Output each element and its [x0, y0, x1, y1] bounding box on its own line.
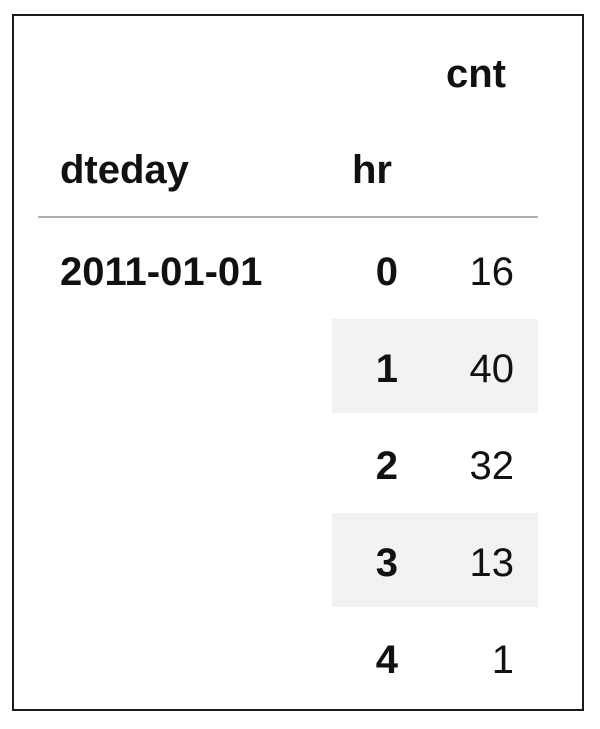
cnt-cell: 16 — [469, 250, 515, 294]
cnt-cell: 32 — [469, 444, 515, 488]
row-shade-1 — [332, 319, 538, 413]
index-name-dteday: dteday — [60, 148, 189, 192]
cnt-cell: 40 — [469, 347, 515, 391]
index-hr-cell: 0 — [375, 250, 398, 294]
cnt-cell: 1 — [491, 638, 514, 682]
index-name-hr: hr — [352, 148, 392, 192]
cnt-cell: 13 — [469, 541, 515, 585]
index-dteday-value: 2011-01-01 — [60, 250, 263, 294]
index-hr-cell: 3 — [375, 541, 398, 585]
index-hr-cell: 2 — [375, 444, 398, 488]
index-hr-cell: 1 — [375, 347, 398, 391]
header-divider — [38, 216, 538, 218]
row-shade-3 — [332, 513, 538, 607]
index-hr-cell: 4 — [375, 638, 398, 682]
column-header-cnt: cnt — [446, 52, 506, 96]
dataframe-table: cnt dteday hr 2011-01-01 0 16 1 40 2 32 … — [12, 14, 584, 711]
